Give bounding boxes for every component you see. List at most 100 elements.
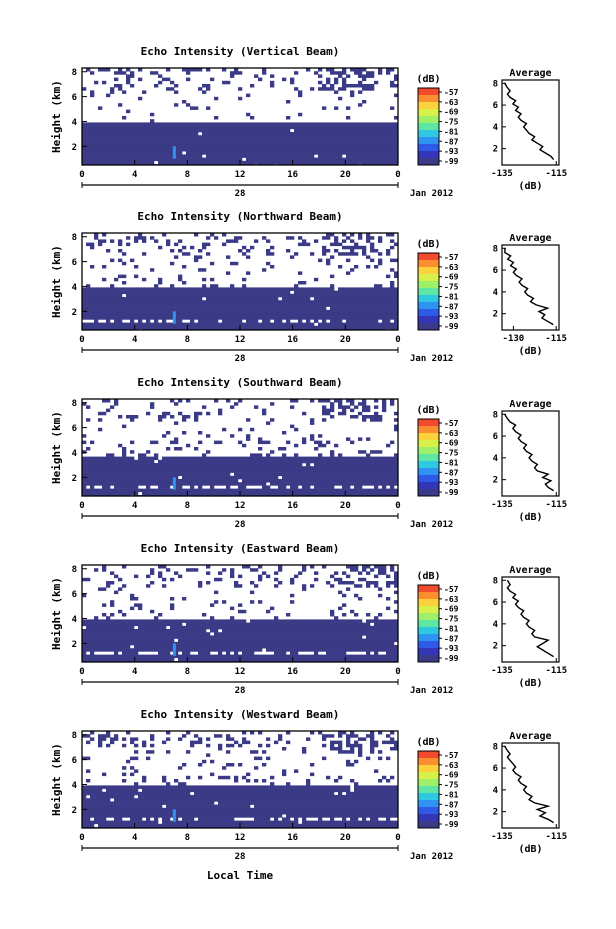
heatmap-cell (114, 485, 139, 489)
heatmap-cell (182, 651, 191, 655)
heatmap-cell (182, 817, 195, 821)
y-tick-label: 4 (72, 283, 78, 293)
x-tick-label: 0 (395, 501, 400, 511)
heatmap-cell (274, 571, 279, 575)
heatmap-cell (110, 284, 115, 288)
heatmap-cell (306, 782, 311, 786)
heatmap-cell (102, 485, 111, 489)
day-label: 28 (235, 354, 246, 364)
heatmap-cell (226, 737, 235, 741)
profile-x-tick-label: -135 (491, 500, 513, 510)
heatmap-cell (82, 479, 239, 483)
heatmap-cell (230, 284, 235, 288)
heatmap-cell (122, 252, 127, 256)
heatmap-cell (270, 80, 275, 85)
heatmap-cell (330, 747, 343, 751)
heatmap-cell (302, 411, 307, 416)
heatmap-cell (334, 77, 339, 82)
heatmap-cell (286, 731, 291, 735)
heatmap-cell (326, 775, 331, 780)
heatmap-cell (370, 258, 375, 263)
heatmap-cell (206, 106, 211, 110)
heatmap-cell (394, 411, 398, 416)
heatmap-cell (266, 421, 271, 425)
x-tick-label: 0 (395, 833, 400, 843)
colorbar-swatch (418, 447, 439, 455)
heatmap-cell (246, 772, 251, 777)
heatmap-cell (366, 265, 371, 269)
heatmap-cell (290, 600, 295, 604)
day-label: 28 (235, 520, 246, 530)
heatmap-cell (82, 122, 398, 126)
colorbar-swatch (418, 592, 439, 600)
heatmap-cell (326, 258, 331, 263)
heatmap-cell (318, 74, 323, 78)
heatmap-cell (230, 405, 235, 409)
heatmap-cell (82, 622, 183, 627)
heatmap-cell (82, 138, 398, 142)
colorbar-swatch (418, 323, 439, 331)
heatmap-cell (118, 609, 123, 614)
colorbar-swatch (418, 109, 439, 117)
colorbar-swatch (418, 267, 439, 275)
heatmap-cell (130, 772, 135, 777)
heatmap-cell (290, 424, 295, 429)
heatmap-cell (330, 71, 347, 75)
heatmap-cell (174, 242, 179, 247)
heatmap-cell (82, 632, 211, 636)
heatmap-cell (150, 568, 155, 572)
heatmap-cell (290, 399, 299, 403)
heatmap-cell (190, 106, 199, 110)
heatmap-cell (362, 415, 383, 419)
heatmap-cell (326, 80, 331, 85)
heatmap-cell (118, 577, 123, 582)
heatmap-cell (310, 772, 315, 777)
date-label: Jan 2012 (410, 354, 453, 364)
heatmap-cell (286, 782, 291, 786)
x-tick-label: 12 (235, 501, 246, 511)
x-tick-label: 8 (185, 667, 190, 677)
heatmap-cell (142, 491, 398, 496)
heatmap-cell (382, 485, 387, 489)
heatmap-cell (394, 77, 398, 82)
heatmap-cell (242, 284, 247, 288)
heatmap-cell (82, 287, 335, 291)
profile-x-label: (dB) (518, 181, 542, 192)
colorbar-tick-label: -57 (444, 88, 459, 97)
heatmap-cell (114, 277, 119, 282)
heatmap-cell (142, 775, 147, 780)
heatmap-cell (82, 128, 291, 133)
beam-panel: Echo Intensity (Westward Beam) 2 4 6 8 Height… (50, 708, 567, 862)
heatmap-cell (378, 68, 383, 72)
heatmap-cell (354, 485, 363, 489)
heatmap-cell (102, 80, 107, 85)
heatmap-cell (82, 785, 351, 789)
heatmap-cell (314, 577, 319, 582)
heatmap-cell (90, 651, 95, 655)
heatmap-cell (82, 144, 398, 149)
y-tick-label: 6 (72, 93, 77, 103)
heatmap-cell (122, 565, 127, 569)
heatmap-cell (198, 737, 203, 741)
heatmap-cell (94, 817, 107, 821)
heatmap-cell (198, 319, 219, 323)
heatmap-cell (126, 74, 135, 78)
heatmap-cell (98, 106, 103, 110)
profile-y-tick-label: 2 (493, 476, 498, 486)
heatmap-cell (198, 763, 203, 767)
heatmap-cell (222, 427, 227, 432)
heatmap-cell (302, 747, 307, 751)
heatmap-cell (330, 284, 335, 288)
heatmap-cell (138, 795, 398, 799)
heatmap-cell (150, 71, 159, 75)
heatmap-cell (322, 743, 327, 748)
heatmap-cell (246, 434, 251, 438)
heatmap-cell (138, 77, 143, 82)
heatmap-cell (226, 651, 231, 655)
heatmap-cell (186, 731, 191, 735)
heatmap-cell (326, 440, 331, 445)
heatmap-cell (126, 77, 131, 82)
heatmap-cell (346, 759, 351, 764)
heatmap-cell (230, 71, 243, 75)
profile-y-tick-label: 2 (493, 310, 498, 320)
